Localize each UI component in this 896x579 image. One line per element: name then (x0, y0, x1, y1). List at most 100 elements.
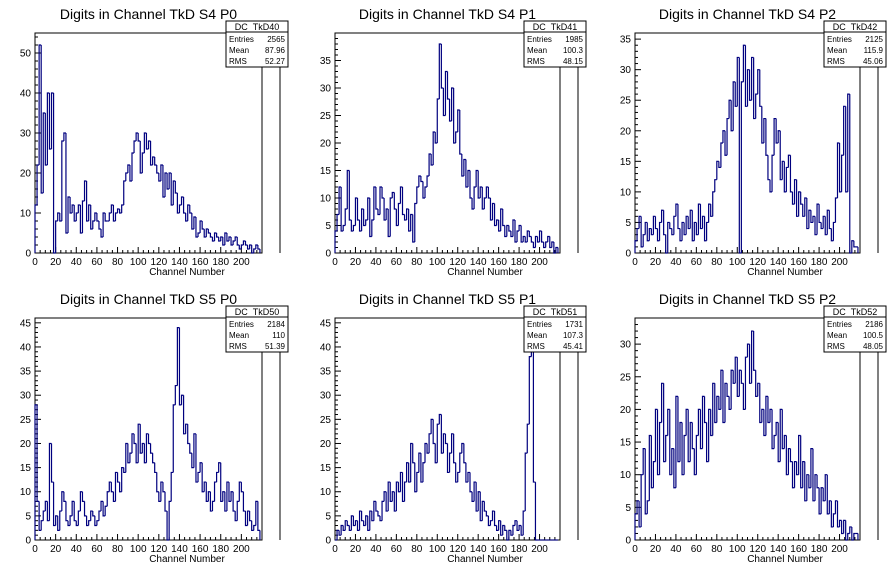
y-tick-label: 45 (20, 318, 32, 329)
histogram-bin (242, 240, 246, 245)
y-tick-label: 10 (20, 487, 32, 498)
histogram-bin (789, 155, 793, 193)
histogram-bin (98, 510, 102, 521)
histogram-bin (114, 471, 118, 502)
histogram-bin (379, 515, 383, 522)
x-tick-label: 60 (391, 544, 403, 555)
histogram-bin (802, 204, 805, 217)
x-tick-label: 160 (490, 544, 507, 555)
histogram-bin (732, 81, 736, 131)
stats-box-frame (823, 20, 887, 68)
histogram-bin (543, 242, 546, 249)
histogram-bin (498, 520, 501, 531)
histogram-bin (199, 220, 203, 233)
histogram-bin (36, 404, 40, 502)
histogram-bin (440, 414, 444, 454)
histogram-bin (420, 453, 423, 483)
histogram-bin (170, 173, 174, 206)
stats-box-frame (523, 305, 587, 353)
histogram-bin (775, 118, 779, 144)
stats-name: DC_TkD52 (833, 307, 878, 317)
x-tick-label: 40 (370, 257, 382, 268)
histogram-bin (487, 187, 491, 199)
histogram-bin (253, 524, 256, 531)
histogram-bin (164, 491, 168, 512)
histogram-bin (375, 501, 378, 512)
histogram-bin (667, 221, 670, 253)
x-axis-label: Channel Number (149, 554, 225, 565)
histogram-bin (55, 515, 58, 526)
histogram-bin (416, 186, 419, 204)
histogram-bin (397, 482, 401, 493)
histogram-bin (42, 510, 46, 521)
histogram-bin (59, 213, 62, 222)
histogram-bin (34, 404, 38, 540)
x-tick-label: 60 (91, 257, 103, 268)
histogram-bin (763, 117, 766, 143)
y-tick-label: 0 (625, 536, 631, 547)
histogram-bin (734, 81, 738, 107)
histogram-bin (73, 205, 77, 222)
stats-value: 107.3 (563, 331, 584, 340)
histogram-bin (710, 204, 713, 217)
histogram-bin (726, 383, 730, 397)
histogram-bin (716, 160, 719, 180)
y-tick-label: 5 (25, 511, 31, 522)
histogram-bin (495, 219, 499, 226)
histogram-bin (640, 474, 644, 527)
histogram-bin (728, 396, 732, 411)
histogram-bin (336, 529, 340, 540)
histogram-bin (131, 152, 135, 181)
histogram-bin (230, 237, 234, 246)
y-tick-label: 15 (320, 166, 332, 177)
histogram-bin (640, 216, 644, 248)
histogram-bin (114, 212, 118, 221)
x-tick-label: 140 (171, 544, 188, 555)
histogram-bin (381, 500, 385, 521)
histogram-bin (228, 482, 232, 502)
histogram-bin (520, 525, 524, 536)
histogram-bin (156, 472, 159, 493)
y-tick-label: 35 (20, 367, 32, 378)
histogram-bin (100, 229, 104, 238)
histogram-bin (814, 216, 818, 236)
histogram-bin (44, 113, 48, 166)
histogram-bin (238, 245, 242, 250)
y-tick-label: 25 (620, 96, 632, 107)
histogram-bin (141, 442, 145, 454)
histogram-bin (755, 370, 758, 397)
histogram-bin (455, 131, 458, 143)
histogram-bin (197, 471, 201, 483)
histogram-bin (757, 382, 760, 397)
x-tick-label: 80 (411, 257, 423, 268)
histogram-bin (761, 408, 764, 423)
histogram-bin (750, 56, 754, 101)
y-tick-label: 20 (620, 405, 632, 416)
histogram-bin (734, 356, 738, 384)
histogram-bin (475, 169, 479, 187)
histogram-bin (164, 172, 168, 197)
histogram-bin (340, 524, 344, 536)
histogram-bin (205, 228, 209, 237)
histogram-bin (701, 215, 705, 229)
histogram-bin (166, 173, 170, 190)
histogram-bin (720, 142, 723, 168)
histogram-bin (853, 240, 856, 248)
histogram-bin (149, 141, 153, 166)
y-tick-label: 5 (325, 221, 331, 232)
histogram-bin (218, 462, 221, 473)
histogram-bin (826, 474, 830, 515)
histogram-bin (773, 434, 777, 449)
histogram-bin (65, 133, 69, 234)
histogram-bin (360, 511, 364, 522)
y-tick-label: 5 (625, 503, 631, 514)
histogram-bin (705, 221, 709, 241)
x-tick-label: 200 (831, 544, 848, 555)
x-tick-label: 80 (112, 257, 124, 268)
histogram-bin (508, 529, 511, 540)
histogram-bin (135, 132, 139, 141)
histogram-bin (127, 164, 130, 173)
histogram-bin (654, 216, 658, 230)
histogram-bin (57, 515, 60, 531)
histogram-bin (538, 230, 542, 242)
